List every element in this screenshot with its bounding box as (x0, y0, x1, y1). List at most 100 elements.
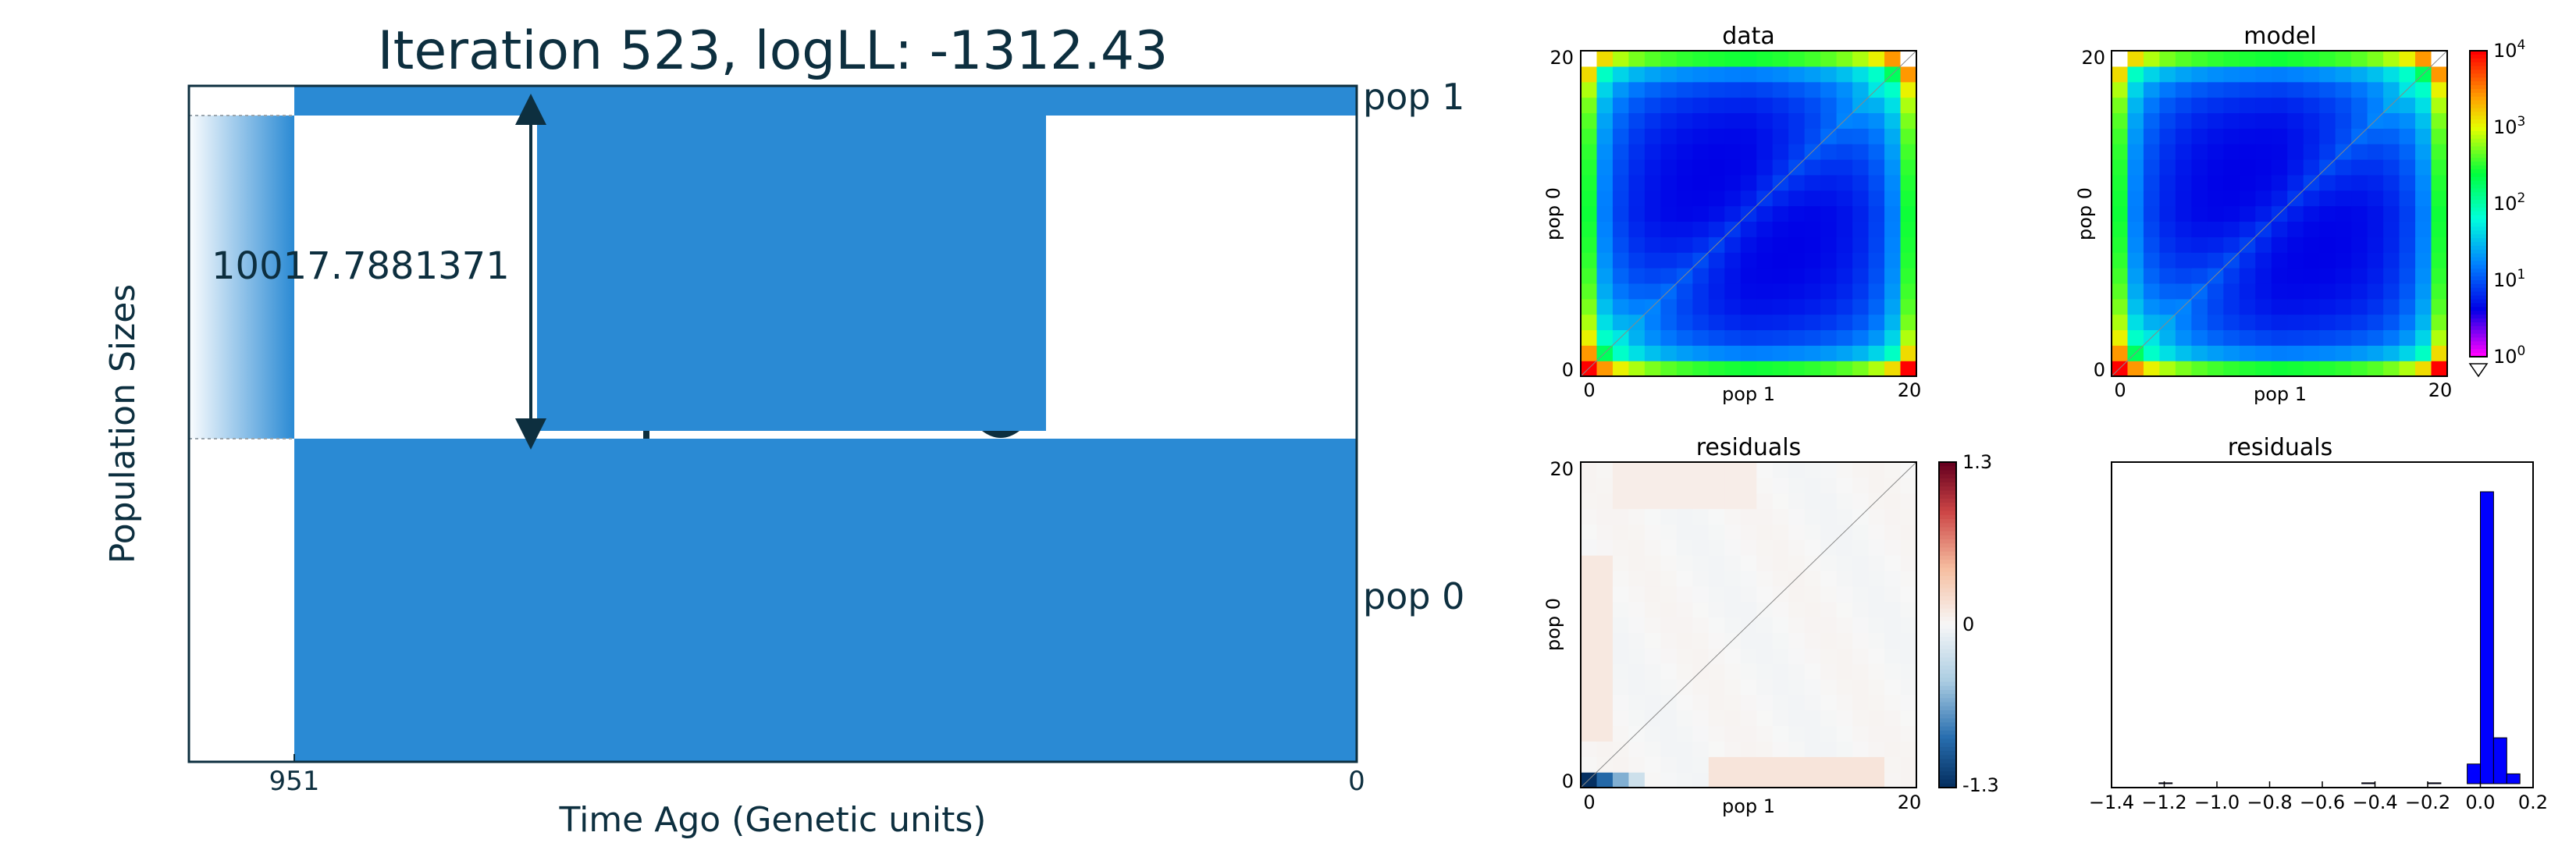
heatmap-cell (1676, 112, 1693, 129)
heatmap-cell (1868, 205, 1885, 222)
y-tick-label: 0 (2094, 359, 2105, 381)
heatmap-cell (1660, 329, 1678, 346)
x-axis-label: pop 1 (1722, 795, 1775, 817)
heatmap-cell (1900, 741, 1917, 757)
heatmap-cell (1612, 663, 1630, 680)
heatmap-cell (2383, 66, 2400, 83)
heatmap-cell (1581, 741, 1598, 757)
heatmap-cell (1676, 756, 1693, 773)
heatmap-cell (1581, 477, 1598, 494)
heatmap-cell (1628, 663, 1646, 680)
colorbar-segment (1939, 665, 1956, 670)
heatmap-cell (1884, 97, 1902, 114)
heatmap-cell (2127, 144, 2144, 160)
heatmap-cell (1660, 601, 1678, 618)
heatmap-cell (2399, 329, 2416, 346)
heatmap-cell (2415, 361, 2432, 377)
heatmap-cell (1788, 237, 1806, 253)
heatmap-cell (1581, 539, 1598, 556)
heatmap-cell (2159, 128, 2176, 144)
heatmap-cell (1581, 51, 1598, 67)
heatmap-cell (1628, 174, 1646, 191)
heatmap-cell (2255, 345, 2272, 361)
heatmap-cell (2431, 283, 2448, 300)
heatmap-cell (1692, 345, 1710, 361)
heatmap-cell (1724, 190, 1742, 207)
heatmap-cell (2191, 237, 2208, 253)
heatmap-cell (2223, 329, 2240, 346)
heatmap-cell (1676, 159, 1693, 176)
heatmap-cell (2399, 205, 2416, 222)
colorbar-tick-label: 0 (1962, 614, 1974, 635)
heatmap-cell (1900, 772, 1917, 788)
colorbar-segment (2470, 150, 2487, 155)
heatmap-cell (2319, 345, 2336, 361)
heatmap-cell (1708, 741, 1725, 757)
heatmap-cell (2383, 361, 2400, 377)
colorbar-segment (2470, 299, 2487, 304)
heatmap-cell (2287, 112, 2304, 129)
heatmap-cell (1660, 159, 1678, 176)
heatmap-cell (2207, 159, 2224, 176)
y-tick-label: 20 (2081, 47, 2105, 69)
heatmap-cell (1708, 663, 1725, 680)
heatmap-cell (1660, 663, 1678, 680)
heatmap-cell (2191, 329, 2208, 346)
heatmap-cell (2223, 298, 2240, 315)
demography-frame (187, 84, 1358, 763)
heatmap-cell (2255, 97, 2272, 114)
heatmap-cell (2175, 252, 2192, 269)
heatmap-cell (1740, 601, 1757, 618)
heatmap-cell (2335, 128, 2352, 144)
heatmap-cell (2351, 268, 2368, 284)
colorbar-segment (2470, 276, 2487, 281)
heatmap-cell (2431, 81, 2448, 98)
heatmap-cell (1756, 345, 1774, 361)
colorbar-segment (1939, 657, 1956, 663)
heatmap-cell (1628, 585, 1646, 603)
heatmap-cell (2175, 190, 2192, 207)
heatmap-cell (1868, 772, 1885, 788)
heatmap-cell (1804, 508, 1821, 525)
heatmap-cell (2367, 314, 2384, 331)
heatmap-cell (1660, 298, 1678, 315)
heatmap-cell (1596, 571, 1614, 587)
heatmap-cell (1804, 710, 1821, 727)
heatmap-cell (1900, 66, 1917, 83)
colorbar-segment (2470, 303, 2487, 308)
heatmap-cell (1724, 97, 1742, 114)
heatmap-cell (1772, 190, 1789, 207)
heatmap-cell (1884, 524, 1902, 540)
heatmap-cell (1884, 772, 1902, 788)
heatmap-cell (1612, 51, 1630, 67)
heatmap-cell (1852, 694, 1870, 711)
heatmap-cell (2239, 144, 2256, 160)
x-tick-label: 0.0 (2465, 791, 2495, 813)
heatmap-cell (2143, 144, 2161, 160)
heatmap-cell (2367, 221, 2384, 237)
heatmap-cell (1820, 524, 1838, 540)
heatmap-cell (1644, 128, 1661, 144)
colorbar-segment (1939, 564, 1956, 569)
heatmap-cell (1868, 508, 1885, 525)
heatmap-cell (2127, 283, 2144, 300)
heatmap-cell (1868, 252, 1885, 269)
heatmap-cell (1724, 345, 1742, 361)
heatmap-cell (1772, 237, 1789, 253)
heatmap-cell (1756, 555, 1774, 571)
heatmap-cell (1804, 329, 1821, 346)
heatmap-cell (1820, 144, 1838, 160)
heatmap-cell (1644, 190, 1661, 207)
colorbar-segment (2470, 138, 2487, 144)
y-tick-label: 0 (1562, 359, 1574, 381)
heatmap-cell (2415, 112, 2432, 129)
heatmap-cell (1692, 741, 1710, 757)
colorbar-segment (1939, 543, 1956, 549)
heatmap-cell (1740, 462, 1757, 478)
heatmap-cell (1724, 159, 1742, 176)
heatmap-cell (1804, 51, 1821, 67)
heatmap-cell (1772, 314, 1789, 331)
x-tick-label: −1.2 (2141, 791, 2186, 813)
colorbar-segment (2470, 287, 2487, 293)
heatmap-cell (1772, 252, 1789, 269)
